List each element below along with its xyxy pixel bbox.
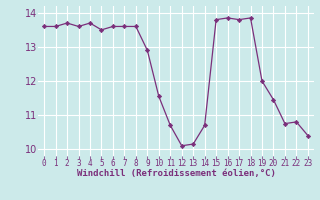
X-axis label: Windchill (Refroidissement éolien,°C): Windchill (Refroidissement éolien,°C) bbox=[76, 169, 276, 178]
